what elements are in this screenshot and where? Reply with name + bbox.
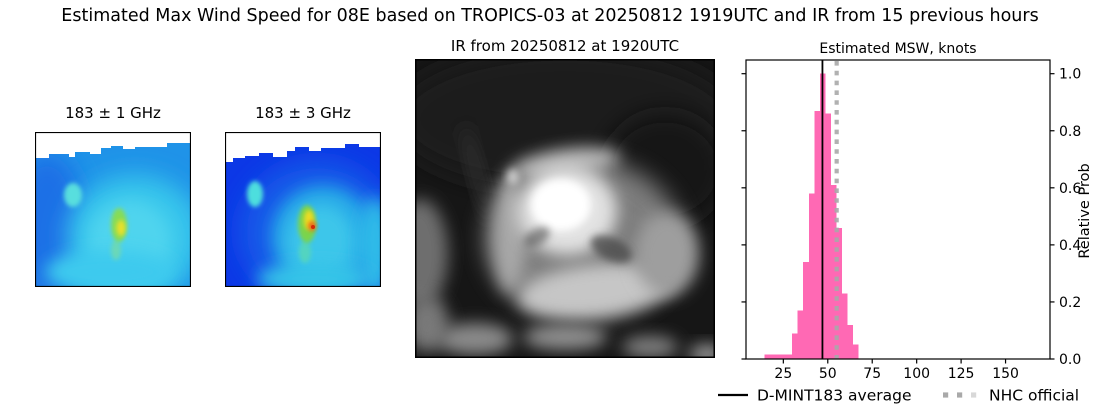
histogram-title: Estimated MSW, knots: [819, 41, 976, 57]
legend-nhc-dot: [971, 392, 977, 398]
mw1-panel-title: 183 ± 1 GHz: [65, 104, 161, 122]
msw-histogram: 25 50 75 100 125 150 0.0 0.2 0.4 0.6 0.8 1.0 Estimat…: [718, 41, 1093, 405]
panel-ir: [415, 59, 715, 358]
hist-bar: [797, 310, 804, 359]
hist-bar: [841, 293, 848, 359]
legend-nhc-label: NHC official: [989, 387, 1079, 405]
x-tick-label: 50: [819, 366, 837, 382]
microwave-image-183pm1: [35, 132, 191, 287]
legend-nhc-dot: [957, 392, 963, 398]
hist-bar: [786, 354, 793, 359]
microwave-image-183pm3: [225, 132, 381, 287]
y-tick-label: 0.0: [1059, 352, 1081, 368]
legend-nhc-dot: [943, 392, 949, 398]
mw2-panel-title: 183 ± 3 GHz: [255, 104, 351, 122]
x-tick-label: 75: [863, 366, 881, 382]
y-tick-label: 0.8: [1059, 124, 1081, 140]
hist-bar: [808, 193, 815, 359]
hist-bar: [814, 110, 820, 359]
ir-satellite-image: [415, 59, 715, 358]
hist-bar: [775, 354, 782, 359]
hist-bar: [764, 354, 771, 359]
hist-bar: [830, 184, 837, 359]
hist-bar: [825, 113, 831, 359]
hist-bar: [803, 261, 809, 359]
hist-bar: [781, 354, 787, 359]
y-tick-label: 0.4: [1059, 238, 1081, 254]
x-tick-label: 125: [948, 366, 975, 382]
x-tick-label: 100: [903, 366, 930, 382]
y-axis-label: Relative Prob: [1077, 163, 1093, 258]
y-tick-label: 0.2: [1059, 295, 1081, 311]
x-tick-label: 25: [774, 366, 792, 382]
hist-bar: [852, 344, 859, 359]
hist-bar: [836, 227, 842, 359]
y-tick-label: 1.0: [1059, 67, 1081, 83]
figure-title: Estimated Max Wind Speed for 08E based o…: [61, 6, 1039, 26]
y-tick-label: 0.6: [1059, 181, 1081, 197]
panel-183pm3ghz: [225, 132, 381, 287]
hist-bar: [792, 333, 798, 359]
hist-bar: [847, 324, 853, 359]
x-tick-label: 150: [992, 366, 1019, 382]
plot-frame: [745, 59, 1051, 360]
ir-panel-title: IR from 20250812 at 1920UTC: [450, 37, 680, 55]
hist-bar: [770, 354, 776, 359]
panel-183pm1ghz: [35, 132, 191, 287]
legend-average-label: D-MINT183 average: [757, 387, 912, 405]
